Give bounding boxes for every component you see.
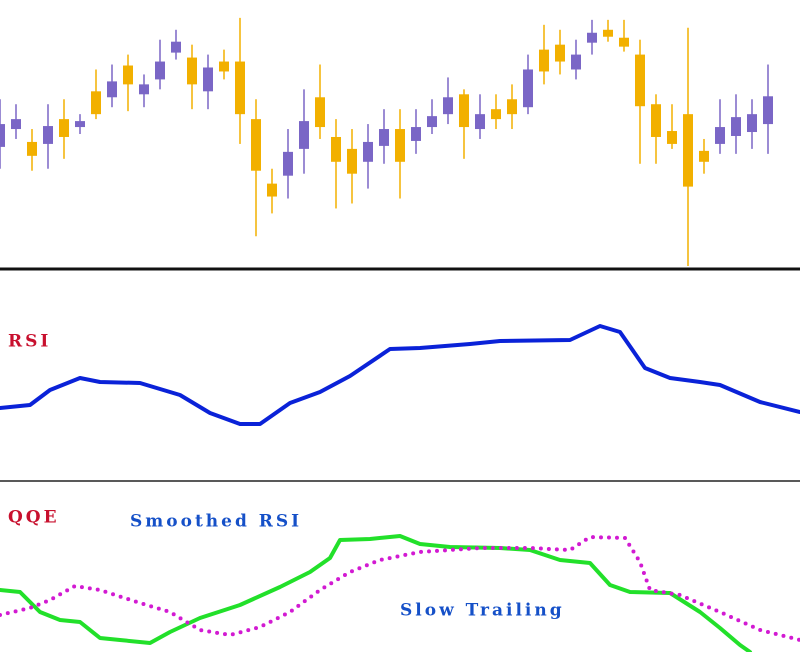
candle-body xyxy=(619,37,629,47)
candle-body xyxy=(635,54,645,107)
candle-body xyxy=(11,119,21,130)
candle-body xyxy=(363,141,373,162)
candle-body xyxy=(555,44,565,62)
candle-body xyxy=(587,32,597,43)
candle-body xyxy=(667,131,677,144)
series-line xyxy=(0,534,752,652)
candle-body xyxy=(315,97,325,128)
candle-body xyxy=(491,109,501,120)
candle-body xyxy=(651,104,661,137)
candle-body xyxy=(0,124,5,147)
candle-body xyxy=(155,61,165,80)
candle-body xyxy=(43,126,53,144)
candle-body xyxy=(267,183,277,197)
candle-body xyxy=(459,94,469,128)
candle-body xyxy=(187,57,197,85)
candle-body xyxy=(411,127,421,141)
candle-body xyxy=(379,129,389,146)
candle-body xyxy=(283,151,293,176)
candle-body xyxy=(27,141,37,156)
series-line xyxy=(0,535,800,642)
candle-body xyxy=(683,114,693,187)
candle-body xyxy=(75,121,85,128)
candle-body xyxy=(203,67,213,92)
candle-body xyxy=(763,96,773,125)
candle-body xyxy=(171,41,181,53)
candle-body xyxy=(523,69,533,108)
candle-body xyxy=(507,99,517,115)
candle-body xyxy=(443,97,453,115)
candle-body xyxy=(475,114,485,130)
candle-body xyxy=(299,121,309,149)
candle-body xyxy=(347,148,357,174)
candle-body xyxy=(251,119,261,171)
candle-body xyxy=(731,117,741,136)
candle-body xyxy=(747,114,757,133)
candle-body xyxy=(235,61,245,115)
series-line xyxy=(0,324,800,426)
candle-body xyxy=(715,127,725,144)
candle-body xyxy=(59,119,69,137)
candle-body xyxy=(427,116,437,128)
candle-body xyxy=(699,150,709,162)
panel-title: QQE xyxy=(8,508,60,528)
candle-body xyxy=(139,84,149,95)
candle-body xyxy=(123,65,133,85)
candle-body xyxy=(219,61,229,72)
candle-body xyxy=(331,136,341,162)
candle-body xyxy=(539,49,549,72)
legend-label: Smoothed RSI xyxy=(130,512,302,532)
candle-body xyxy=(395,129,405,162)
candle-body xyxy=(571,54,581,70)
panel-title: RSI xyxy=(8,332,51,352)
candle-body xyxy=(91,91,101,115)
candle-body xyxy=(107,81,117,98)
legend-label: Slow Trailing xyxy=(400,601,565,621)
candle-body xyxy=(603,29,613,37)
